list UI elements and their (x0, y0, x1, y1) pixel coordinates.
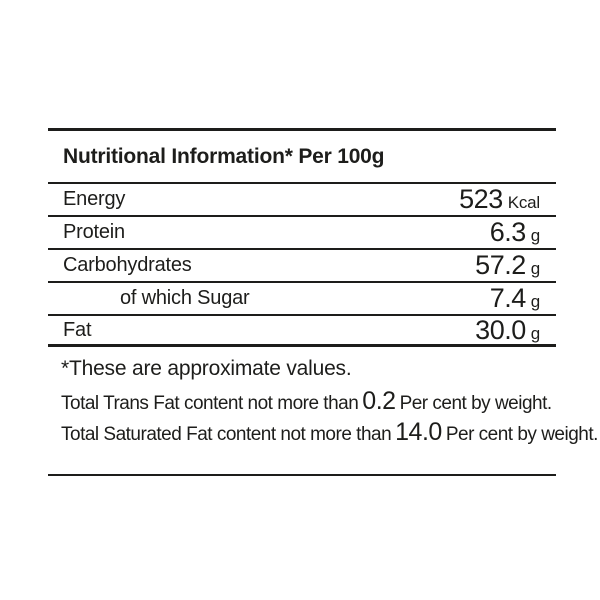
row-value-number: 523 (459, 184, 503, 214)
panel-title-row: Nutritional Information* Per 100g (48, 131, 556, 182)
table-row: of which Sugar 7.4 g (48, 281, 556, 314)
row-value-unit: g (530, 292, 540, 311)
row-value: 30.0 g (475, 314, 540, 345)
trans-fat-note-suffix: Per cent by weight. (399, 393, 553, 414)
row-label: Carbohydrates (63, 254, 192, 276)
regulatory-notes: Total Trans Fat content not more than 0.2… (48, 387, 598, 449)
row-label: of which Sugar (120, 287, 250, 309)
saturated-fat-note: Total Saturated Fat content not more tha… (61, 418, 598, 449)
approx-values-footnote: *These are approximate values. (61, 357, 352, 380)
row-value: 523 Kcal (459, 186, 540, 213)
bottom-rule (48, 474, 556, 476)
row-label: Fat (63, 318, 92, 341)
row-value: 57.2 g (475, 252, 540, 279)
table-row: Fat 30.0 g (48, 314, 556, 347)
row-label: Energy (63, 188, 126, 210)
panel-title: Nutritional Information* Per 100g (63, 144, 385, 168)
row-label: Protein (63, 221, 125, 243)
table-row: Energy 523 Kcal (48, 182, 556, 215)
table-row: Protein 6.3 g (48, 215, 556, 248)
row-value: 7.4 g (489, 283, 541, 313)
row-value-number: 7.4 (489, 283, 527, 313)
nutrition-table: Energy 523 Kcal Protein 6.3 g Carbohydra… (48, 182, 556, 347)
trans-fat-note: Total Trans Fat content not more than 0.2… (61, 387, 556, 418)
row-value-unit: Kcal (507, 193, 540, 212)
row-value: 6.3 g (489, 217, 541, 247)
row-value-unit: g (530, 259, 540, 278)
table-row: Carbohydrates 57.2 g (48, 248, 556, 281)
row-value-number: 30.0 (475, 314, 526, 345)
saturated-fat-note-prefix: Total Saturated Fat content not more tha… (61, 424, 392, 445)
saturated-fat-note-value: 14.0 (395, 418, 442, 446)
row-value-unit: g (530, 226, 540, 245)
top-rule (48, 128, 556, 131)
nutrition-panel: Nutritional Information* Per 100g Energy… (48, 128, 598, 476)
trans-fat-note-prefix: Total Trans Fat content not more than (61, 393, 359, 414)
row-value-number: 6.3 (489, 217, 527, 247)
saturated-fat-note-suffix: Per cent by weight. (445, 424, 599, 445)
row-value-number: 57.2 (475, 250, 526, 280)
trans-fat-note-value: 0.2 (362, 387, 396, 415)
row-value-unit: g (530, 323, 540, 343)
